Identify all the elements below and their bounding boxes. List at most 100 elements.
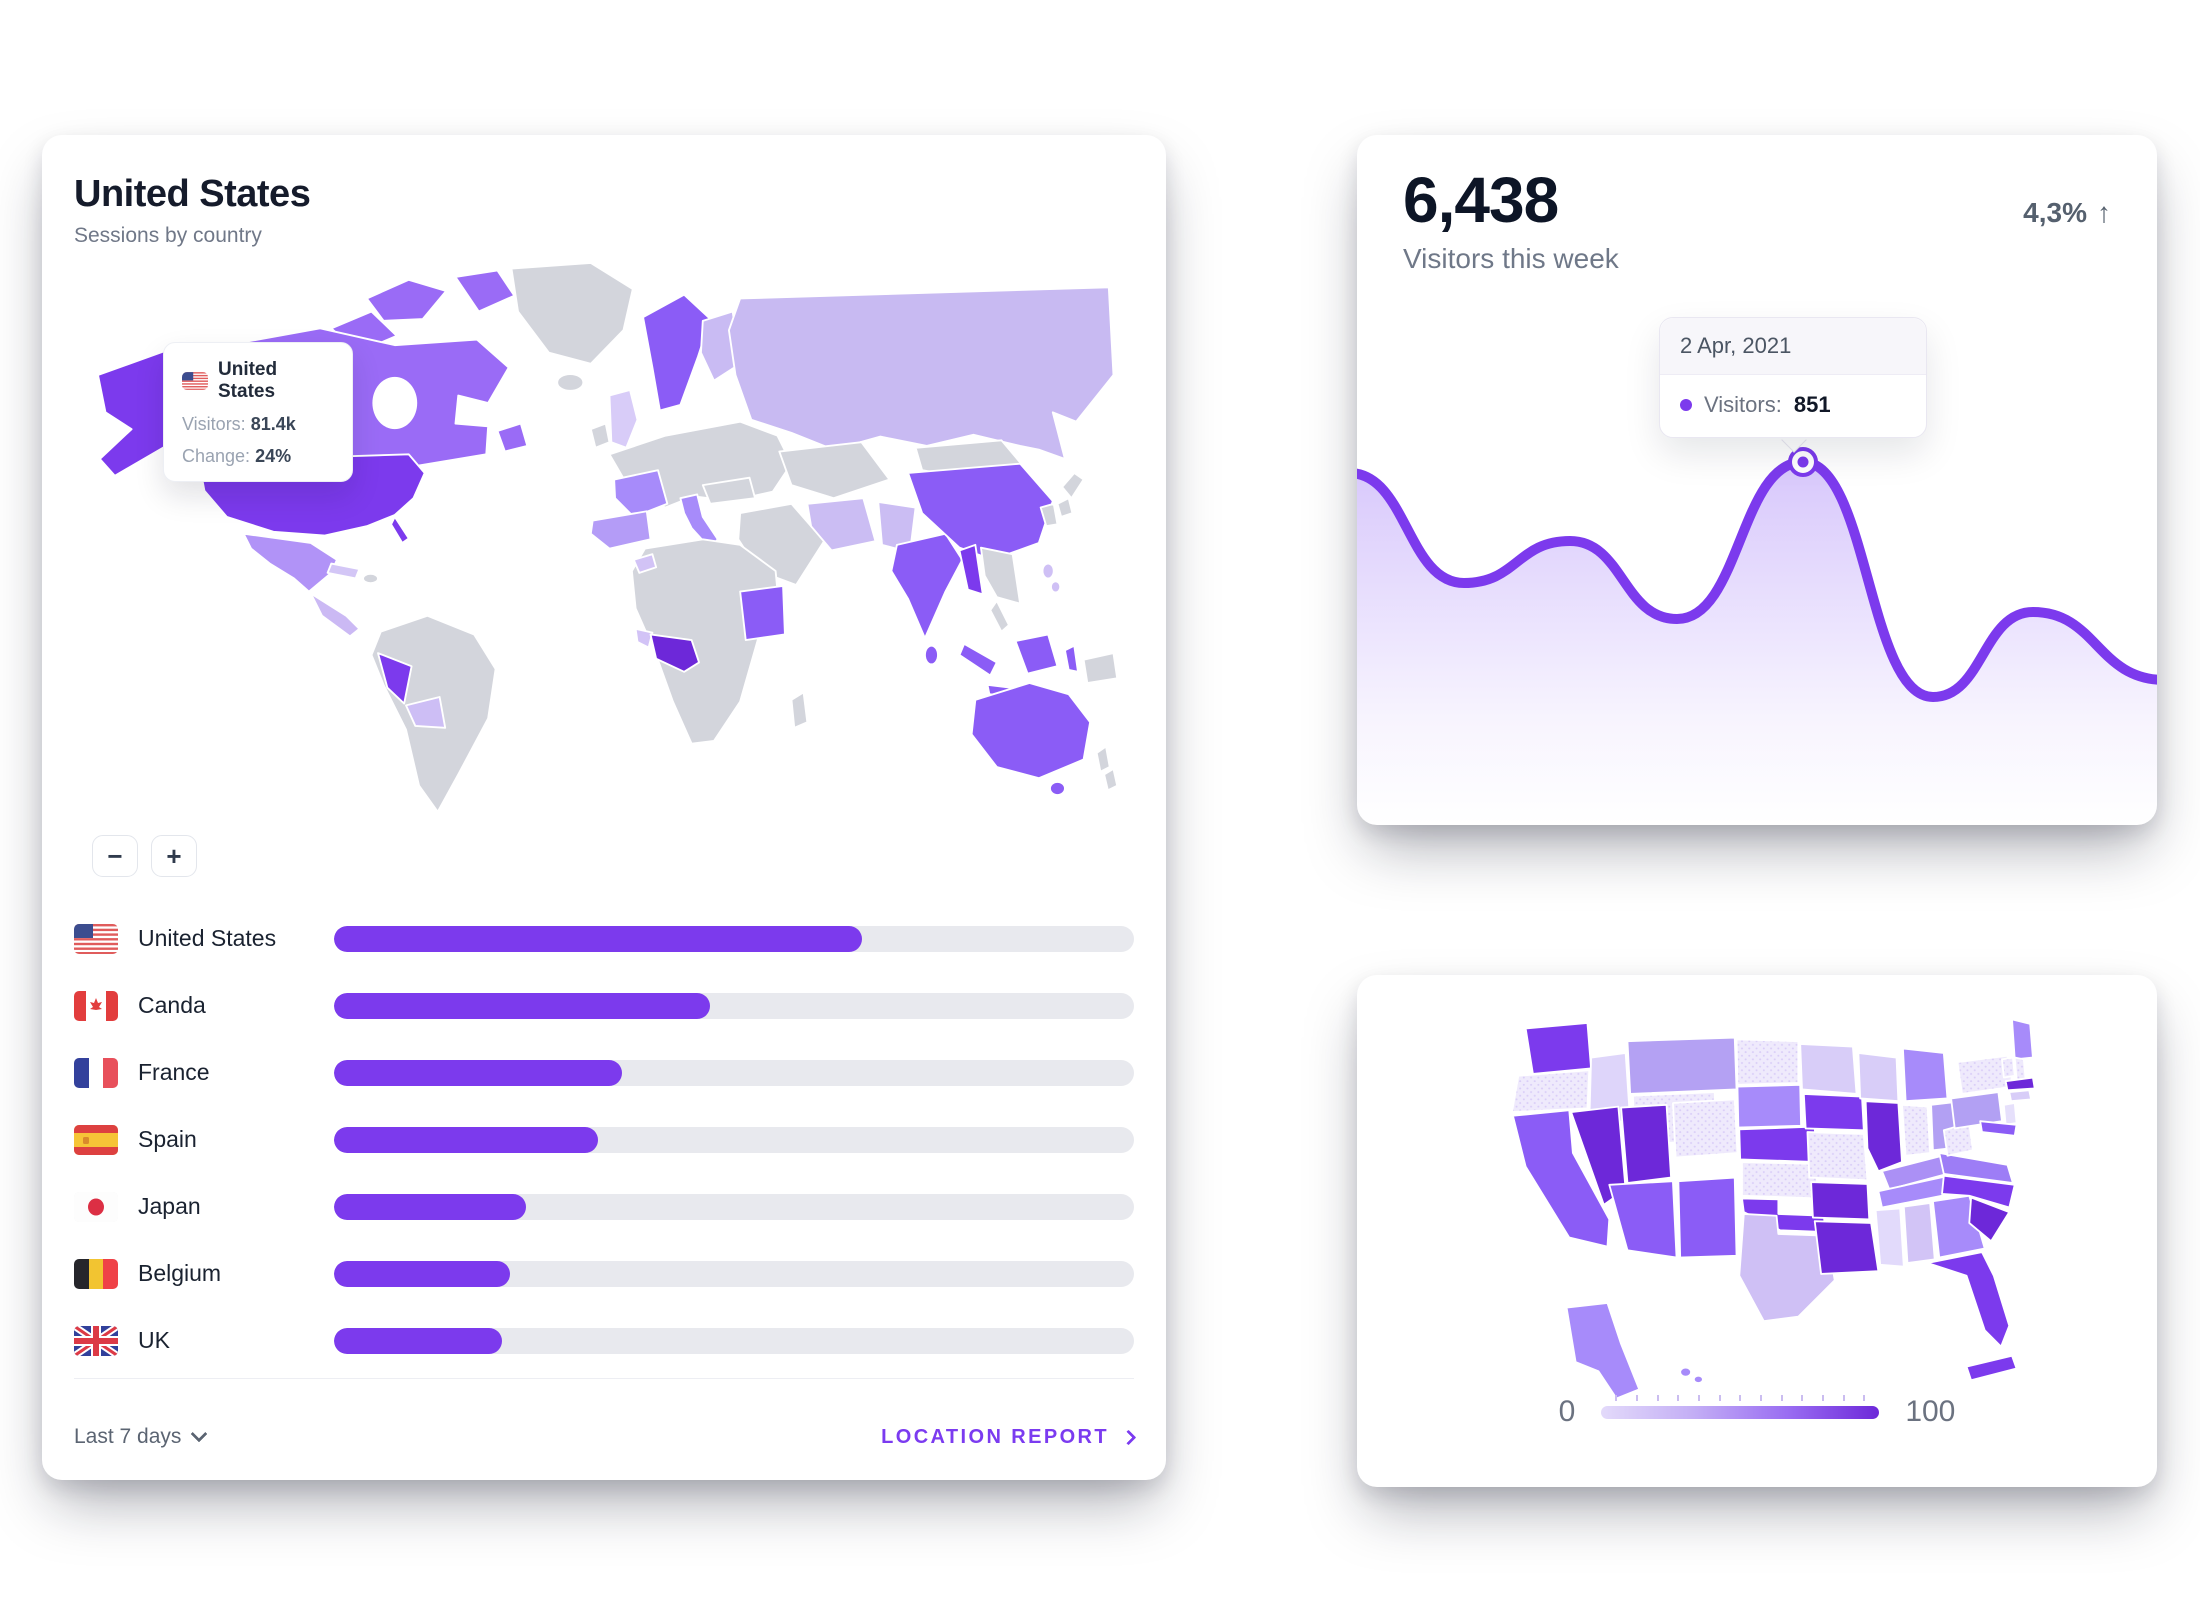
country-uk [608,389,639,449]
world-choropleth-map[interactable] [50,263,1154,823]
card-header: United States Sessions by country [74,173,311,248]
date-range-dropdown[interactable]: Last 7 days [74,1425,208,1449]
country-label: Spain [138,1126,197,1152]
state-CT [2008,1089,2032,1103]
country-label: Canda [138,992,206,1018]
state-IL [1864,1100,1903,1173]
state-NJ [2002,1102,2018,1126]
state-NM [1677,1176,1738,1259]
map-tooltip: United States Visitors: 81.4k Change: 24… [163,342,353,482]
arrow-up-icon: ↑ [2097,197,2111,228]
country-label: France [138,1059,210,1085]
visitors-this-week-card: 6,438 Visitors this week 4,3% ↑ 2 Apr, 2… [1357,135,2157,825]
state-SD [1736,1083,1802,1129]
state-PA [1950,1091,2003,1130]
canada-flag-icon [74,990,118,1021]
japan-flag-icon [74,1191,118,1222]
country-china [907,462,1054,561]
choropleth-legend: 0 100 [1357,1394,2157,1429]
series-dot-icon [1680,399,1692,411]
country-mexico [242,532,338,593]
zoom-out-button[interactable]: − [92,835,138,877]
date-range-label: Last 7 days [74,1425,182,1448]
tooltip-visitors-value: 81.4k [250,414,296,434]
sessions-by-country-card: United States Sessions by country [42,135,1166,1480]
state-IN [1901,1103,1932,1157]
country-label: Belgium [138,1260,222,1286]
country-japan [1061,472,1085,500]
state-CA [1511,1109,1611,1248]
footer-divider [74,1378,1134,1379]
state-MI [1901,1047,1949,1103]
country-russia [728,286,1115,460]
bar-track [334,1260,1134,1287]
state-AZ [1608,1180,1678,1259]
country-indonesia [958,642,998,677]
country-row-uk: UK [74,1307,1134,1374]
country-peru [377,652,413,705]
location-report-link[interactable]: LOCATION REPORT [881,1425,1137,1449]
page-title: United States [74,173,311,215]
tooltip-series-value: 851 [1793,392,1831,417]
tooltip-country-name: United States [218,359,278,402]
country-new-guinea [1082,652,1119,684]
us-choropleth-card: 0 100 [1357,975,2157,1487]
card-footer: Last 7 days LOCATION REPORT [74,1407,1137,1467]
state-MD [1979,1120,2018,1137]
country-ghana-ivory-coast [649,633,700,673]
location-report-label: LOCATION REPORT [881,1425,1109,1448]
visitors-delta-badge: 4,3% ↑ [2023,197,2111,275]
country-iceland [556,373,585,392]
tooltip-change-label: Change: [182,446,251,466]
bar-fill [334,992,710,1019]
us-choropleth-map[interactable] [1457,1003,2067,1403]
bar-track [334,992,1134,1019]
state-VA [1938,1152,2014,1184]
country-ireland [589,422,611,449]
bar-fill [334,1126,598,1153]
state-ME [2011,1018,2034,1061]
territory-PR [1965,1354,2018,1382]
country-label: United States [138,925,277,951]
legend-gradient-bar [1601,1394,1880,1419]
country-new-zealand [1095,745,1111,773]
bar-track [334,1193,1134,1220]
country-bolivia [405,696,447,729]
visitors-header: 6,438 Visitors this week 4,3% ↑ [1403,163,2111,275]
zoom-in-button[interactable]: + [151,835,197,877]
bar-fill [334,1193,526,1220]
state-IA [1802,1093,1865,1132]
country-row-united-states: United States [74,905,1134,972]
state-CO [1671,1098,1739,1159]
state-MA [2004,1076,2036,1092]
state-MN [1799,1043,1858,1095]
legend-max-label: 100 [1905,1395,1956,1428]
state-AL [1902,1202,1936,1264]
tooltip-visitors-label: Visitors: [182,414,246,434]
country-korea [1039,502,1059,528]
country-france [613,469,669,518]
country-greenland [510,263,634,365]
state-HI [1679,1366,1692,1378]
state-UT [1620,1103,1672,1184]
visitors-area-chart[interactable] [1357,405,2157,825]
visitors-total-label: Visitors this week [1403,243,1619,274]
state-NH [2013,1056,2027,1081]
state-OR [1511,1069,1591,1113]
state-NE [1738,1125,1818,1163]
bar-track [334,1126,1134,1153]
bar-fill [334,925,862,952]
belgium-flag-icon [74,1258,118,1289]
country-madagascar [790,691,809,729]
bar-track [334,1059,1134,1086]
country-india [890,532,964,640]
country-scandinavia [642,293,712,412]
bar-fill [334,1260,510,1287]
country-label: Japan [138,1193,201,1219]
tooltip-change-value: 24% [255,446,292,466]
state-VT [2001,1056,2016,1079]
tooltip-series-label: Visitors: [1704,392,1782,417]
card-subtitle: Sessions by country [74,224,262,247]
region-indochina [980,546,1022,605]
country-sudan [739,585,786,641]
